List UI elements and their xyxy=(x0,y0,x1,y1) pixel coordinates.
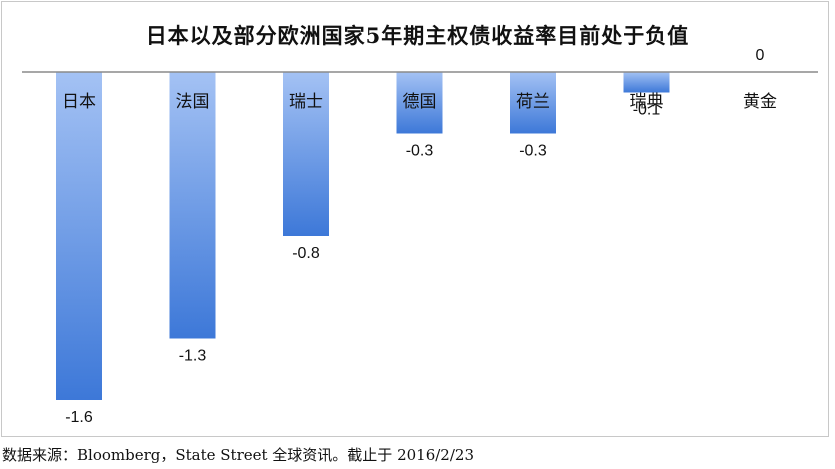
category-label-1: 日本 xyxy=(62,92,96,112)
category-label-2: 法国 xyxy=(176,92,210,112)
bar-1 xyxy=(56,72,102,400)
chart-frame xyxy=(1,1,829,437)
category-label-5: 荷兰 xyxy=(516,92,550,112)
value-label-5: -0.3 xyxy=(519,143,547,160)
bar-2 xyxy=(169,72,216,339)
category-label-4: 德国 xyxy=(403,92,437,112)
bar-5 xyxy=(510,72,556,134)
category-label-3: 瑞士 xyxy=(289,92,323,112)
bar-4 xyxy=(396,72,443,134)
value-label-4: -0.3 xyxy=(406,143,434,160)
chart-title: 日本以及部分欧洲国家5年期主权债收益率目前处于负值 xyxy=(145,23,690,48)
value-label-3: -0.8 xyxy=(292,245,320,262)
value-label-2: -1.3 xyxy=(179,348,207,365)
value-label-7: 0 xyxy=(756,47,765,64)
source-note: 数据来源：Bloomberg，State Street 全球资讯。截止于 201… xyxy=(2,446,474,464)
category-label-6: 瑞典 xyxy=(630,92,664,112)
value-label-1: -1.6 xyxy=(65,409,93,426)
bar-6 xyxy=(623,72,670,93)
value-label-6: -0.1 xyxy=(633,102,661,119)
category-label-7: 黄金 xyxy=(743,92,777,112)
bar-3 xyxy=(283,72,329,236)
